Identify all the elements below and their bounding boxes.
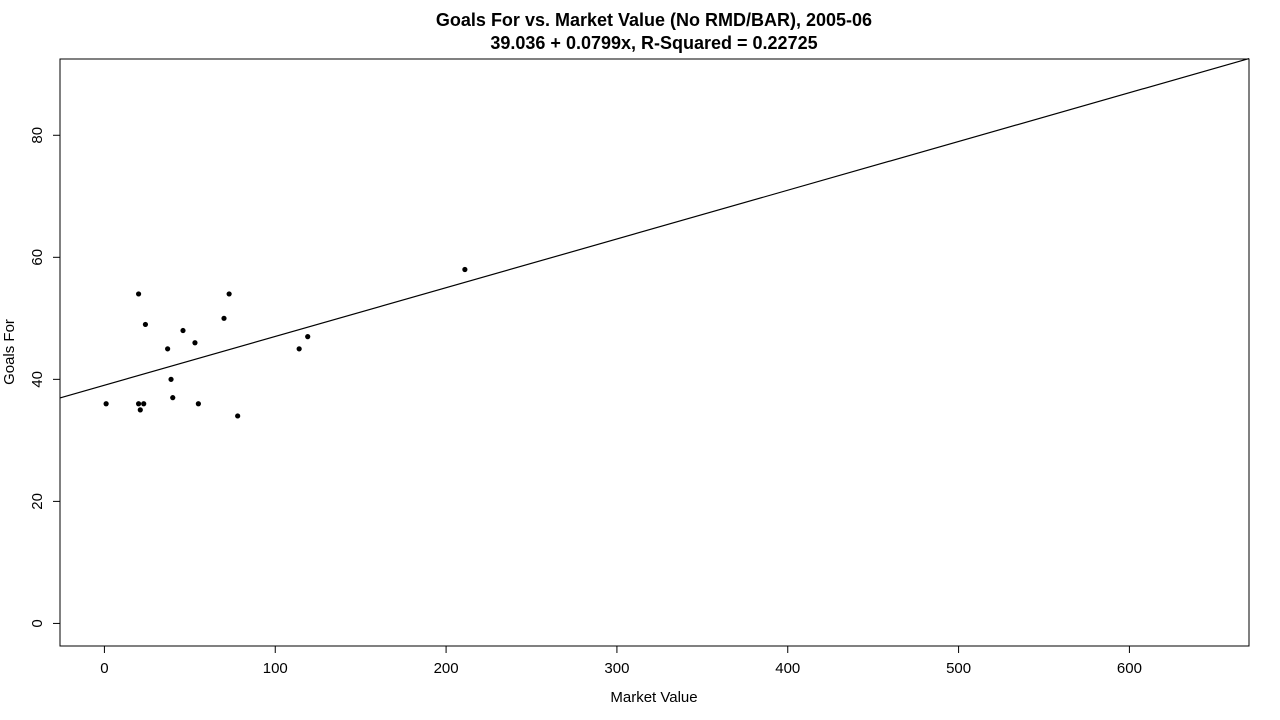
- data-point: [170, 395, 176, 401]
- x-tick-label: 400: [775, 660, 800, 677]
- y-tick-label: 0: [29, 619, 46, 627]
- x-tick-label: 200: [434, 660, 459, 677]
- x-tick-label: 100: [263, 660, 288, 677]
- data-point: [141, 401, 147, 407]
- data-point: [192, 340, 198, 346]
- chart-title: Goals For vs. Market Value (No RMD/BAR),…: [436, 10, 872, 30]
- x-axis-label: Market Value: [610, 689, 697, 706]
- x-tick-label: 300: [604, 660, 629, 677]
- data-point: [137, 407, 143, 413]
- data-point: [195, 401, 201, 407]
- data-point: [462, 266, 468, 273]
- y-axis: 0 20 40 60 80: [29, 127, 61, 628]
- data-point: [180, 327, 186, 334]
- data-point: [235, 413, 241, 419]
- data-point: [226, 291, 232, 297]
- regression-layer: [59, 58, 1250, 399]
- y-axis-label: Goals For: [1, 319, 18, 385]
- regression-line: [59, 58, 1250, 399]
- data-point: [305, 334, 311, 340]
- data-points: [103, 266, 468, 419]
- data-point: [142, 321, 149, 328]
- data-point: [168, 376, 174, 382]
- data-point: [135, 291, 142, 297]
- data-point: [103, 401, 109, 407]
- y-tick-label: 40: [29, 371, 46, 388]
- x-axis: 0 100 200 300 400 500 600: [100, 645, 1142, 677]
- x-tick-label: 500: [946, 660, 971, 677]
- plot-frame: [59, 58, 1250, 647]
- y-tick-label: 20: [29, 493, 46, 510]
- data-point: [135, 401, 142, 407]
- x-tick-label: 600: [1117, 660, 1142, 677]
- y-tick-label: 80: [29, 127, 46, 144]
- data-point: [296, 346, 302, 352]
- data-point: [221, 315, 227, 321]
- data-point: [165, 346, 171, 352]
- chart-subtitle: 39.036 + 0.0799x, R-Squared = 0.22725: [490, 33, 817, 53]
- x-tick-label: 0: [100, 660, 108, 677]
- y-tick-label: 60: [29, 249, 46, 266]
